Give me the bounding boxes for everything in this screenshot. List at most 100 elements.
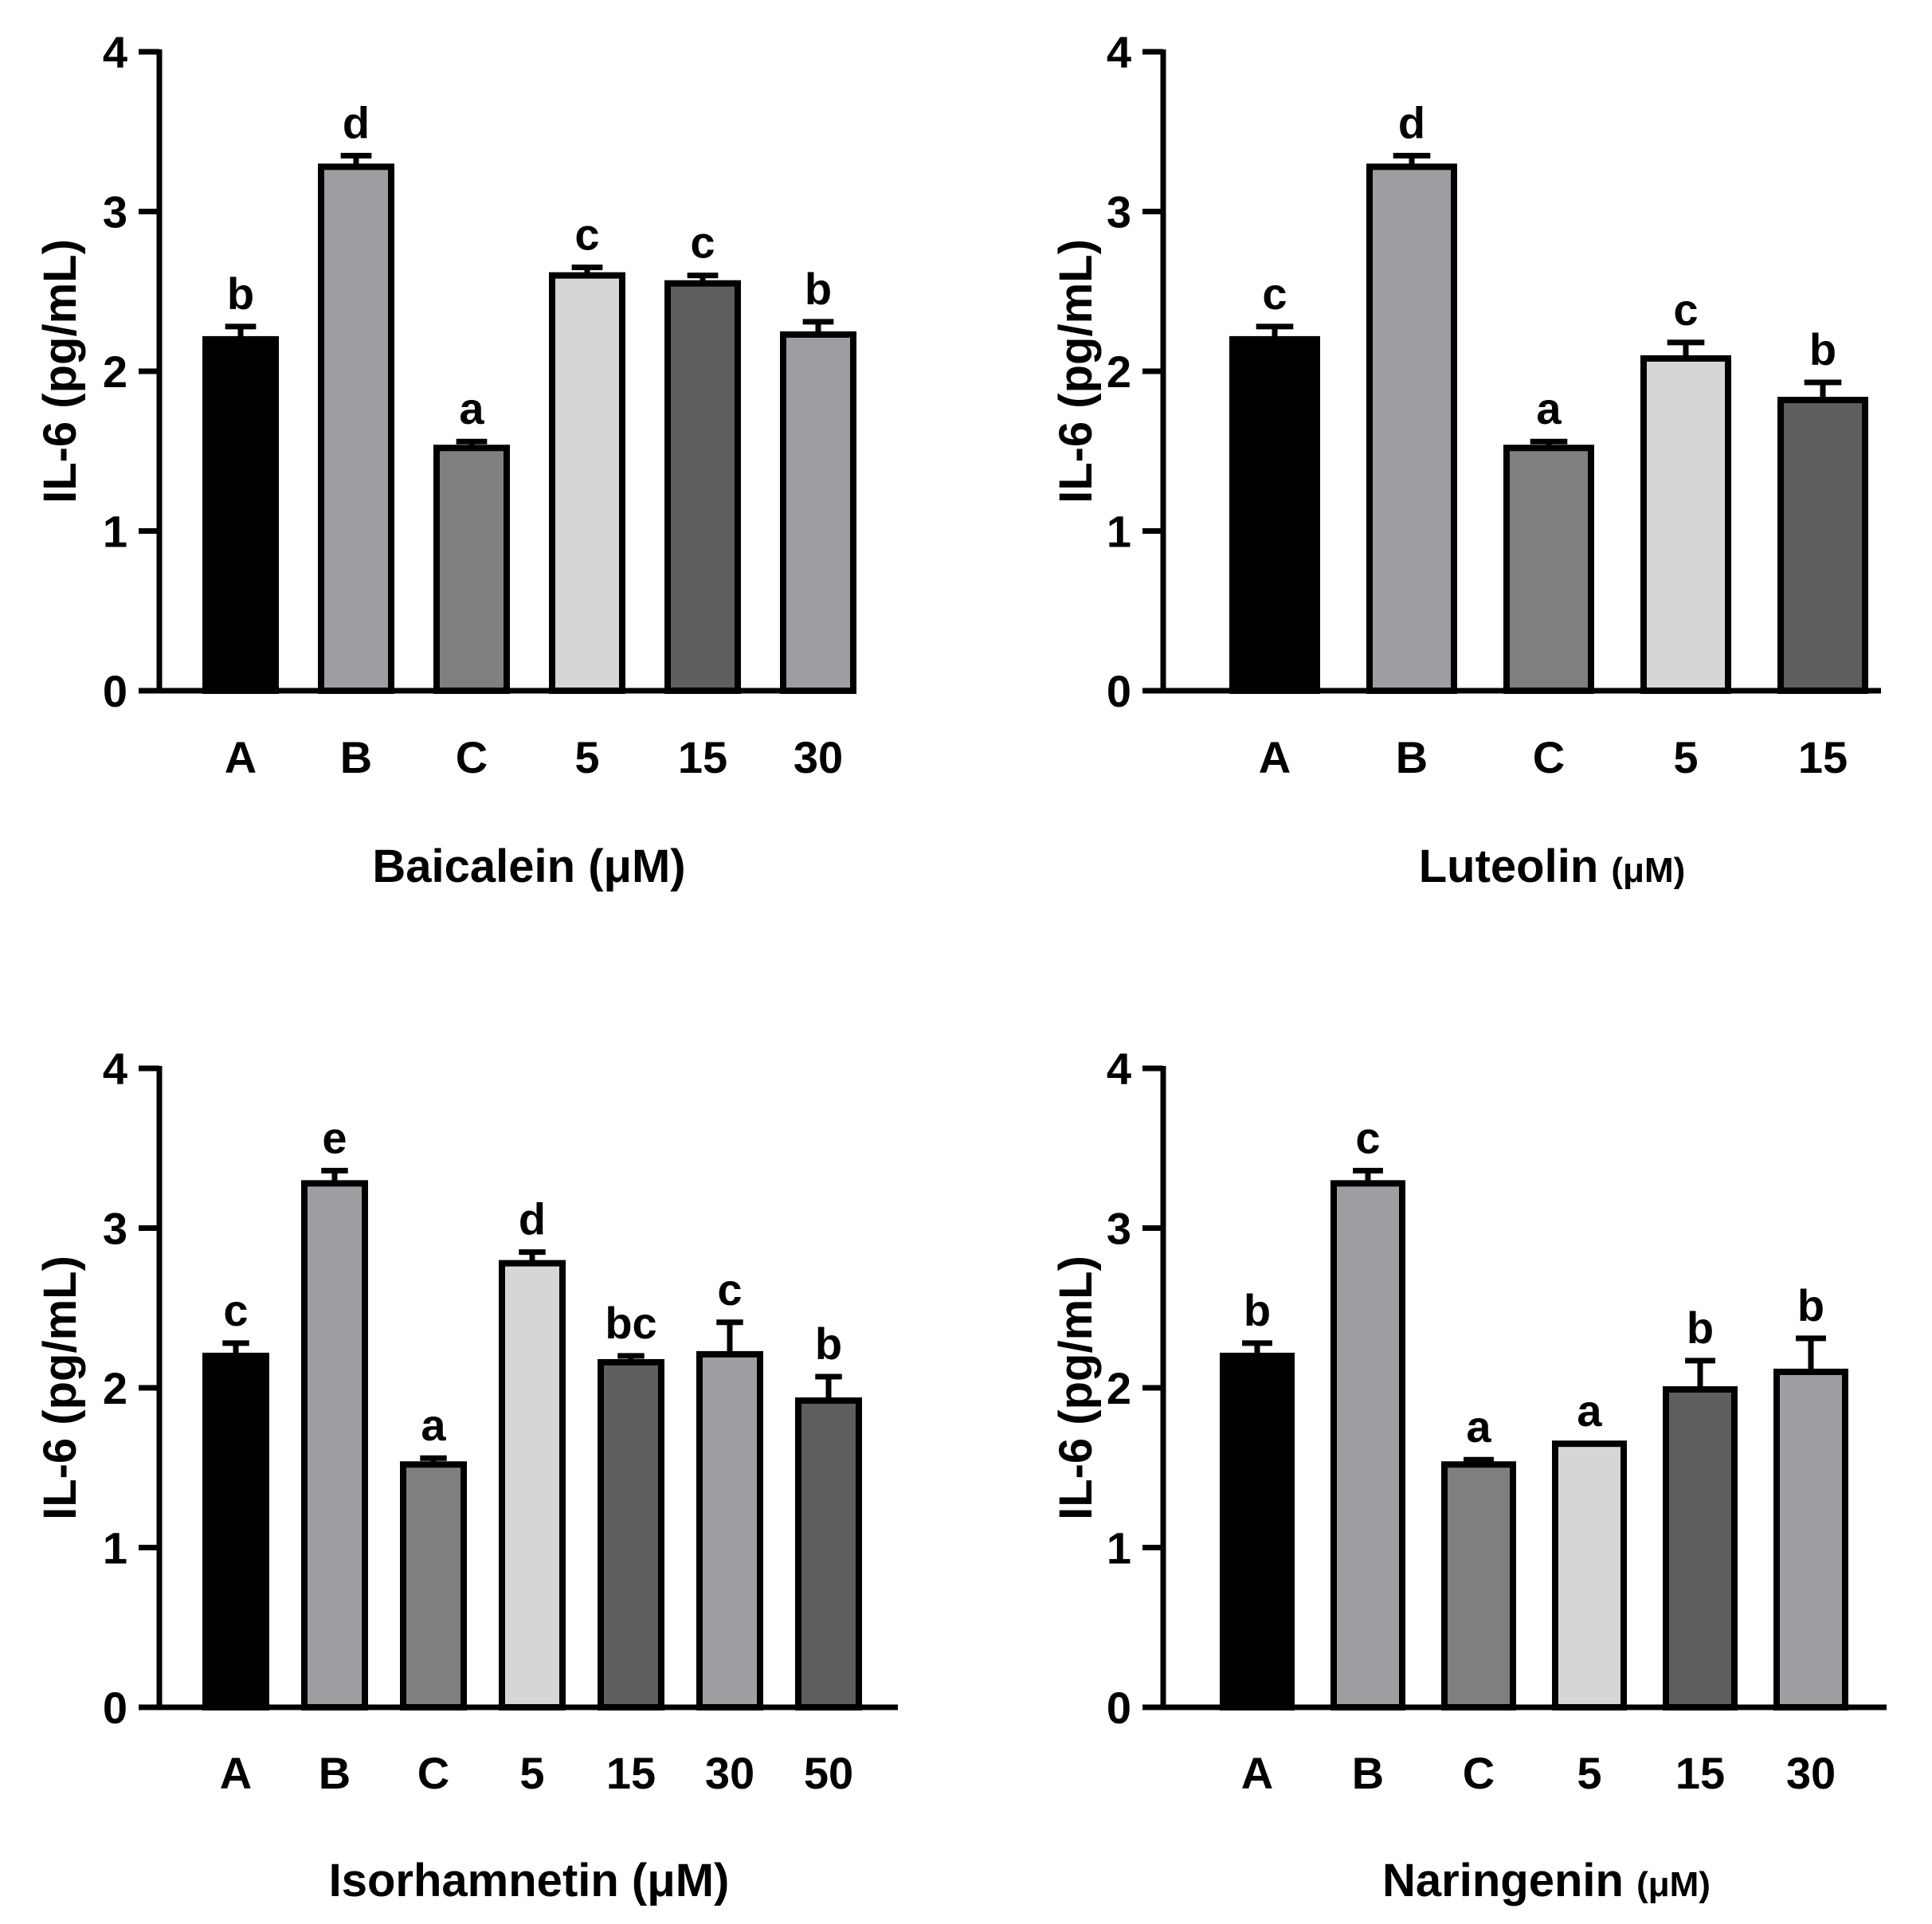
bar <box>780 331 856 694</box>
significance-label: d <box>343 97 370 147</box>
significance-label: b <box>1244 1285 1271 1335</box>
bar <box>795 1397 862 1711</box>
significance-label: c <box>690 217 715 268</box>
bar <box>1366 163 1457 695</box>
y-tick-label: 3 <box>103 187 127 237</box>
significance-label: a <box>1536 383 1562 433</box>
significance-label: b <box>227 268 254 319</box>
y-tick-label: 2 <box>103 347 127 397</box>
bar <box>1777 397 1868 694</box>
x-tick-label: 15 <box>678 732 727 782</box>
significance-label: c <box>223 1285 248 1335</box>
x-tick-label: 5 <box>519 1748 544 1798</box>
y-tick-label: 0 <box>1107 666 1131 716</box>
y-tick-label: 4 <box>103 27 127 77</box>
bar <box>1640 355 1731 694</box>
y-tick-label: 3 <box>1107 187 1131 237</box>
x-axis-title-unit: (μM) <box>588 841 685 892</box>
x-tick-label: C <box>417 1748 449 1798</box>
x-tick-label: A <box>220 1748 252 1798</box>
y-tick-label: 4 <box>1107 1044 1131 1094</box>
x-tick-label: C <box>1463 1748 1495 1798</box>
x-axis-title-unit: (μM) <box>1636 1865 1711 1904</box>
bar <box>1663 1386 1738 1710</box>
bar <box>549 272 625 694</box>
y-tick-label: 2 <box>1107 1363 1131 1413</box>
bar <box>1229 335 1320 694</box>
panel-baicalein: 0 1 2 3 4 IL-6 (pg/mL) b Ad Ba Cc 5 c 15 b 30 Baicalein… <box>34 27 856 892</box>
y-tick-label: 2 <box>103 1363 127 1413</box>
significance-label: c <box>1355 1112 1380 1162</box>
y-tick-label: 1 <box>103 507 127 557</box>
x-tick-label: 5 <box>1673 732 1698 782</box>
y-axis-title: IL-6 (pg/mL) <box>1050 1256 1102 1520</box>
x-tick-label: B <box>340 732 372 782</box>
y-tick-label: 0 <box>103 666 127 716</box>
bar <box>400 1461 467 1710</box>
y-tick-label: 0 <box>1107 1683 1131 1733</box>
bar <box>1552 1440 1627 1711</box>
y-tick-label: 2 <box>1107 347 1131 397</box>
bar <box>1220 1352 1295 1711</box>
y-tick-label: 4 <box>103 1044 127 1094</box>
x-tick-label: 15 <box>1675 1748 1725 1798</box>
significance-label: c <box>1673 284 1698 335</box>
significance-label: b <box>805 264 832 314</box>
significance-label: a <box>459 383 484 433</box>
x-axis-title-compound: Isorhamnetin <box>329 1855 632 1906</box>
x-tick-label: B <box>1352 1748 1384 1798</box>
significance-label: a <box>1466 1401 1491 1452</box>
x-tick-label: 5 <box>1577 1748 1601 1798</box>
y-axis-title: IL-6 (pg/mL) <box>34 1256 86 1520</box>
y-tick-label: 3 <box>1107 1204 1131 1254</box>
x-tick-label: 30 <box>1786 1748 1836 1798</box>
significance-label: d <box>1398 97 1425 147</box>
significance-label: b <box>1687 1303 1714 1353</box>
y-tick-label: 1 <box>1107 507 1131 557</box>
significance-label: a <box>421 1400 446 1450</box>
x-tick-label: C <box>456 732 488 782</box>
bar <box>664 280 741 694</box>
panel-naringenin: 0 1 2 3 4 IL-6 (pg/mL) b Ac Ba Ca 5 b 15 b 30 Naringeni… <box>1050 1044 1887 1906</box>
x-tick-label: A <box>1259 732 1291 782</box>
bar <box>1773 1368 1848 1710</box>
bar <box>202 1352 269 1711</box>
significance-label: c <box>574 210 599 260</box>
significance-label: c <box>1262 268 1287 319</box>
x-axis-title: Baicalein (μM) <box>372 841 685 892</box>
bar <box>1441 1461 1516 1710</box>
y-axis-title: IL-6 (pg/mL) <box>1050 239 1102 504</box>
x-tick-label: 15 <box>606 1748 656 1798</box>
bar <box>696 1350 763 1711</box>
significance-label: c <box>717 1264 742 1315</box>
bar <box>301 1180 368 1710</box>
y-tick-label: 0 <box>103 1683 127 1733</box>
y-tick-label: 4 <box>1107 27 1131 77</box>
bar <box>433 445 510 694</box>
x-axis-title-compound: Luteolin <box>1419 841 1612 892</box>
significance-label: bc <box>605 1298 656 1348</box>
x-tick-label: C <box>1533 732 1565 782</box>
x-tick-label: 5 <box>574 732 599 782</box>
x-axis-title: Luteolin (μM) <box>1419 841 1686 892</box>
bar <box>1503 445 1594 694</box>
x-tick-label: A <box>225 732 257 782</box>
significance-label: b <box>1797 1280 1824 1330</box>
x-tick-label: 30 <box>794 732 843 782</box>
bar <box>598 1358 664 1711</box>
y-axis-title: IL-6 (pg/mL) <box>34 239 86 504</box>
x-tick-label: 30 <box>705 1748 754 1798</box>
bar <box>499 1260 566 1710</box>
significance-label: d <box>519 1194 546 1244</box>
x-axis-title-compound: Baicalein <box>372 841 588 892</box>
x-axis-title-unit: (μM) <box>632 1855 729 1906</box>
bar <box>202 335 279 694</box>
y-tick-label: 1 <box>103 1523 127 1573</box>
x-tick-label: 50 <box>804 1748 853 1798</box>
panel-luteolin: 0 1 2 3 4 IL-6 (pg/mL) c Ad Ba Cc 5 b 15 Luteolin (μM… <box>1050 27 1881 892</box>
y-tick-label: 3 <box>103 1204 127 1254</box>
y-tick-label: 1 <box>1107 1523 1131 1573</box>
significance-label: b <box>815 1319 842 1369</box>
panel-isorhamnetin: 0 1 2 3 4 IL-6 (pg/mL) c Ae Ba Cd 5 bc 15 c 30 b 50 Isorh… <box>34 1044 898 1906</box>
